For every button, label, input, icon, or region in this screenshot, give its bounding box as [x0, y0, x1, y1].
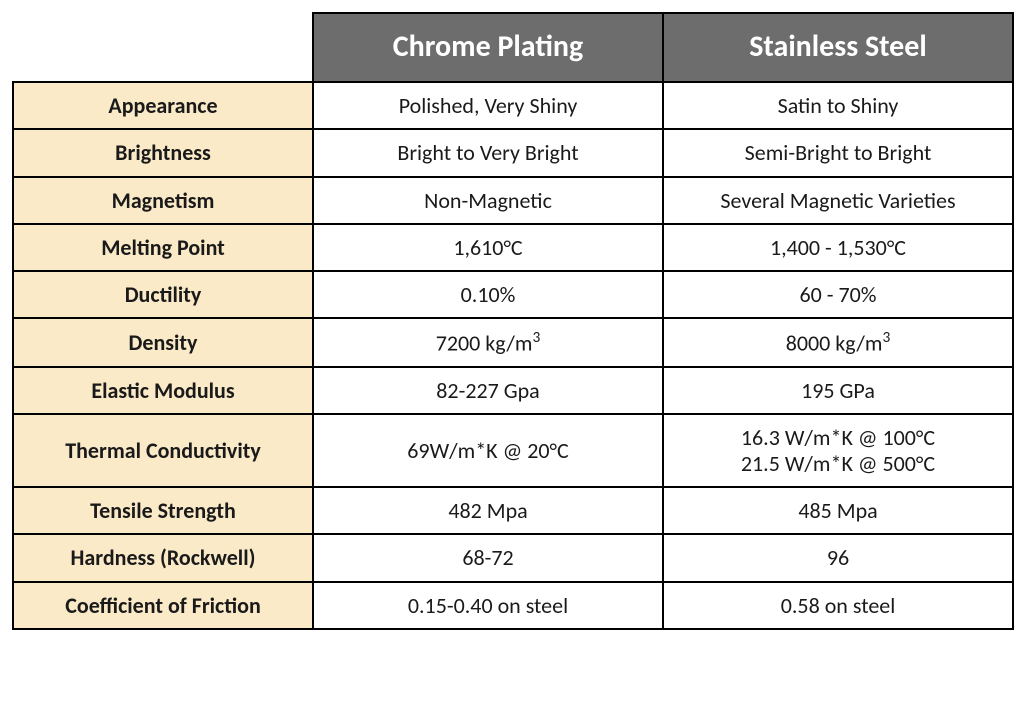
cell-col2: 16.3 W/m*K @ 100°C21.5 W/m*K @ 500°C: [663, 414, 1013, 487]
cell-col1: 0.10%: [313, 271, 663, 318]
table-row: Melting Point1,610°C1,400 - 1,530°C: [13, 224, 1013, 271]
row-label: Appearance: [13, 82, 313, 129]
table-row: Tensile Strength482 Mpa485 Mpa: [13, 487, 1013, 534]
cell-col1: Polished, Very Shiny: [313, 82, 663, 129]
row-label: Melting Point: [13, 224, 313, 271]
cell-col2: 1,400 - 1,530°C: [663, 224, 1013, 271]
table-row: MagnetismNon-MagneticSeveral Magnetic Va…: [13, 177, 1013, 224]
table-row: AppearancePolished, Very ShinySatin to S…: [13, 82, 1013, 129]
row-label: Brightness: [13, 129, 313, 176]
row-label: Ductility: [13, 271, 313, 318]
cell-col1: 482 Mpa: [313, 487, 663, 534]
cell-col1: Bright to Very Bright: [313, 129, 663, 176]
cell-col2: 195 GPa: [663, 367, 1013, 414]
row-label: Hardness (Rockwell): [13, 534, 313, 581]
comparison-table: Chrome Plating Stainless Steel Appearanc…: [12, 12, 1014, 630]
cell-col2: 60 - 70%: [663, 271, 1013, 318]
cell-col1: 82-227 Gpa: [313, 367, 663, 414]
table-row: BrightnessBright to Very BrightSemi-Brig…: [13, 129, 1013, 176]
table-body: AppearancePolished, Very ShinySatin to S…: [13, 82, 1013, 629]
row-label: Magnetism: [13, 177, 313, 224]
cell-col2: 96: [663, 534, 1013, 581]
cell-col1: 69W/m*K @ 20°C: [313, 414, 663, 487]
cell-col2: Semi-Bright to Bright: [663, 129, 1013, 176]
table-row: Elastic Modulus82-227 Gpa195 GPa: [13, 367, 1013, 414]
table-row: Density7200 kg/m38000 kg/m3: [13, 318, 1013, 367]
cell-col1: 0.15-0.40 on steel: [313, 582, 663, 629]
header-stainless-steel: Stainless Steel: [663, 13, 1013, 82]
header-chrome-plating: Chrome Plating: [313, 13, 663, 82]
cell-col2: 0.58 on steel: [663, 582, 1013, 629]
table-row: Ductility0.10%60 - 70%: [13, 271, 1013, 318]
cell-col2: 8000 kg/m3: [663, 318, 1013, 367]
row-label: Thermal Conductivity: [13, 414, 313, 487]
cell-col2: Several Magnetic Varieties: [663, 177, 1013, 224]
row-label: Elastic Modulus: [13, 367, 313, 414]
row-label: Density: [13, 318, 313, 367]
cell-col2: Satin to Shiny: [663, 82, 1013, 129]
cell-col1: 1,610°C: [313, 224, 663, 271]
table-row: Hardness (Rockwell)68-7296: [13, 534, 1013, 581]
table-row: Thermal Conductivity69W/m*K @ 20°C16.3 W…: [13, 414, 1013, 487]
cell-col1: Non-Magnetic: [313, 177, 663, 224]
header-row: Chrome Plating Stainless Steel: [13, 13, 1013, 82]
table-row: Coefficient of Friction0.15-0.40 on stee…: [13, 582, 1013, 629]
row-label: Tensile Strength: [13, 487, 313, 534]
row-label: Coefficient of Friction: [13, 582, 313, 629]
cell-col1: 7200 kg/m3: [313, 318, 663, 367]
header-empty-corner: [13, 13, 313, 82]
cell-col2: 485 Mpa: [663, 487, 1013, 534]
cell-col1: 68-72: [313, 534, 663, 581]
